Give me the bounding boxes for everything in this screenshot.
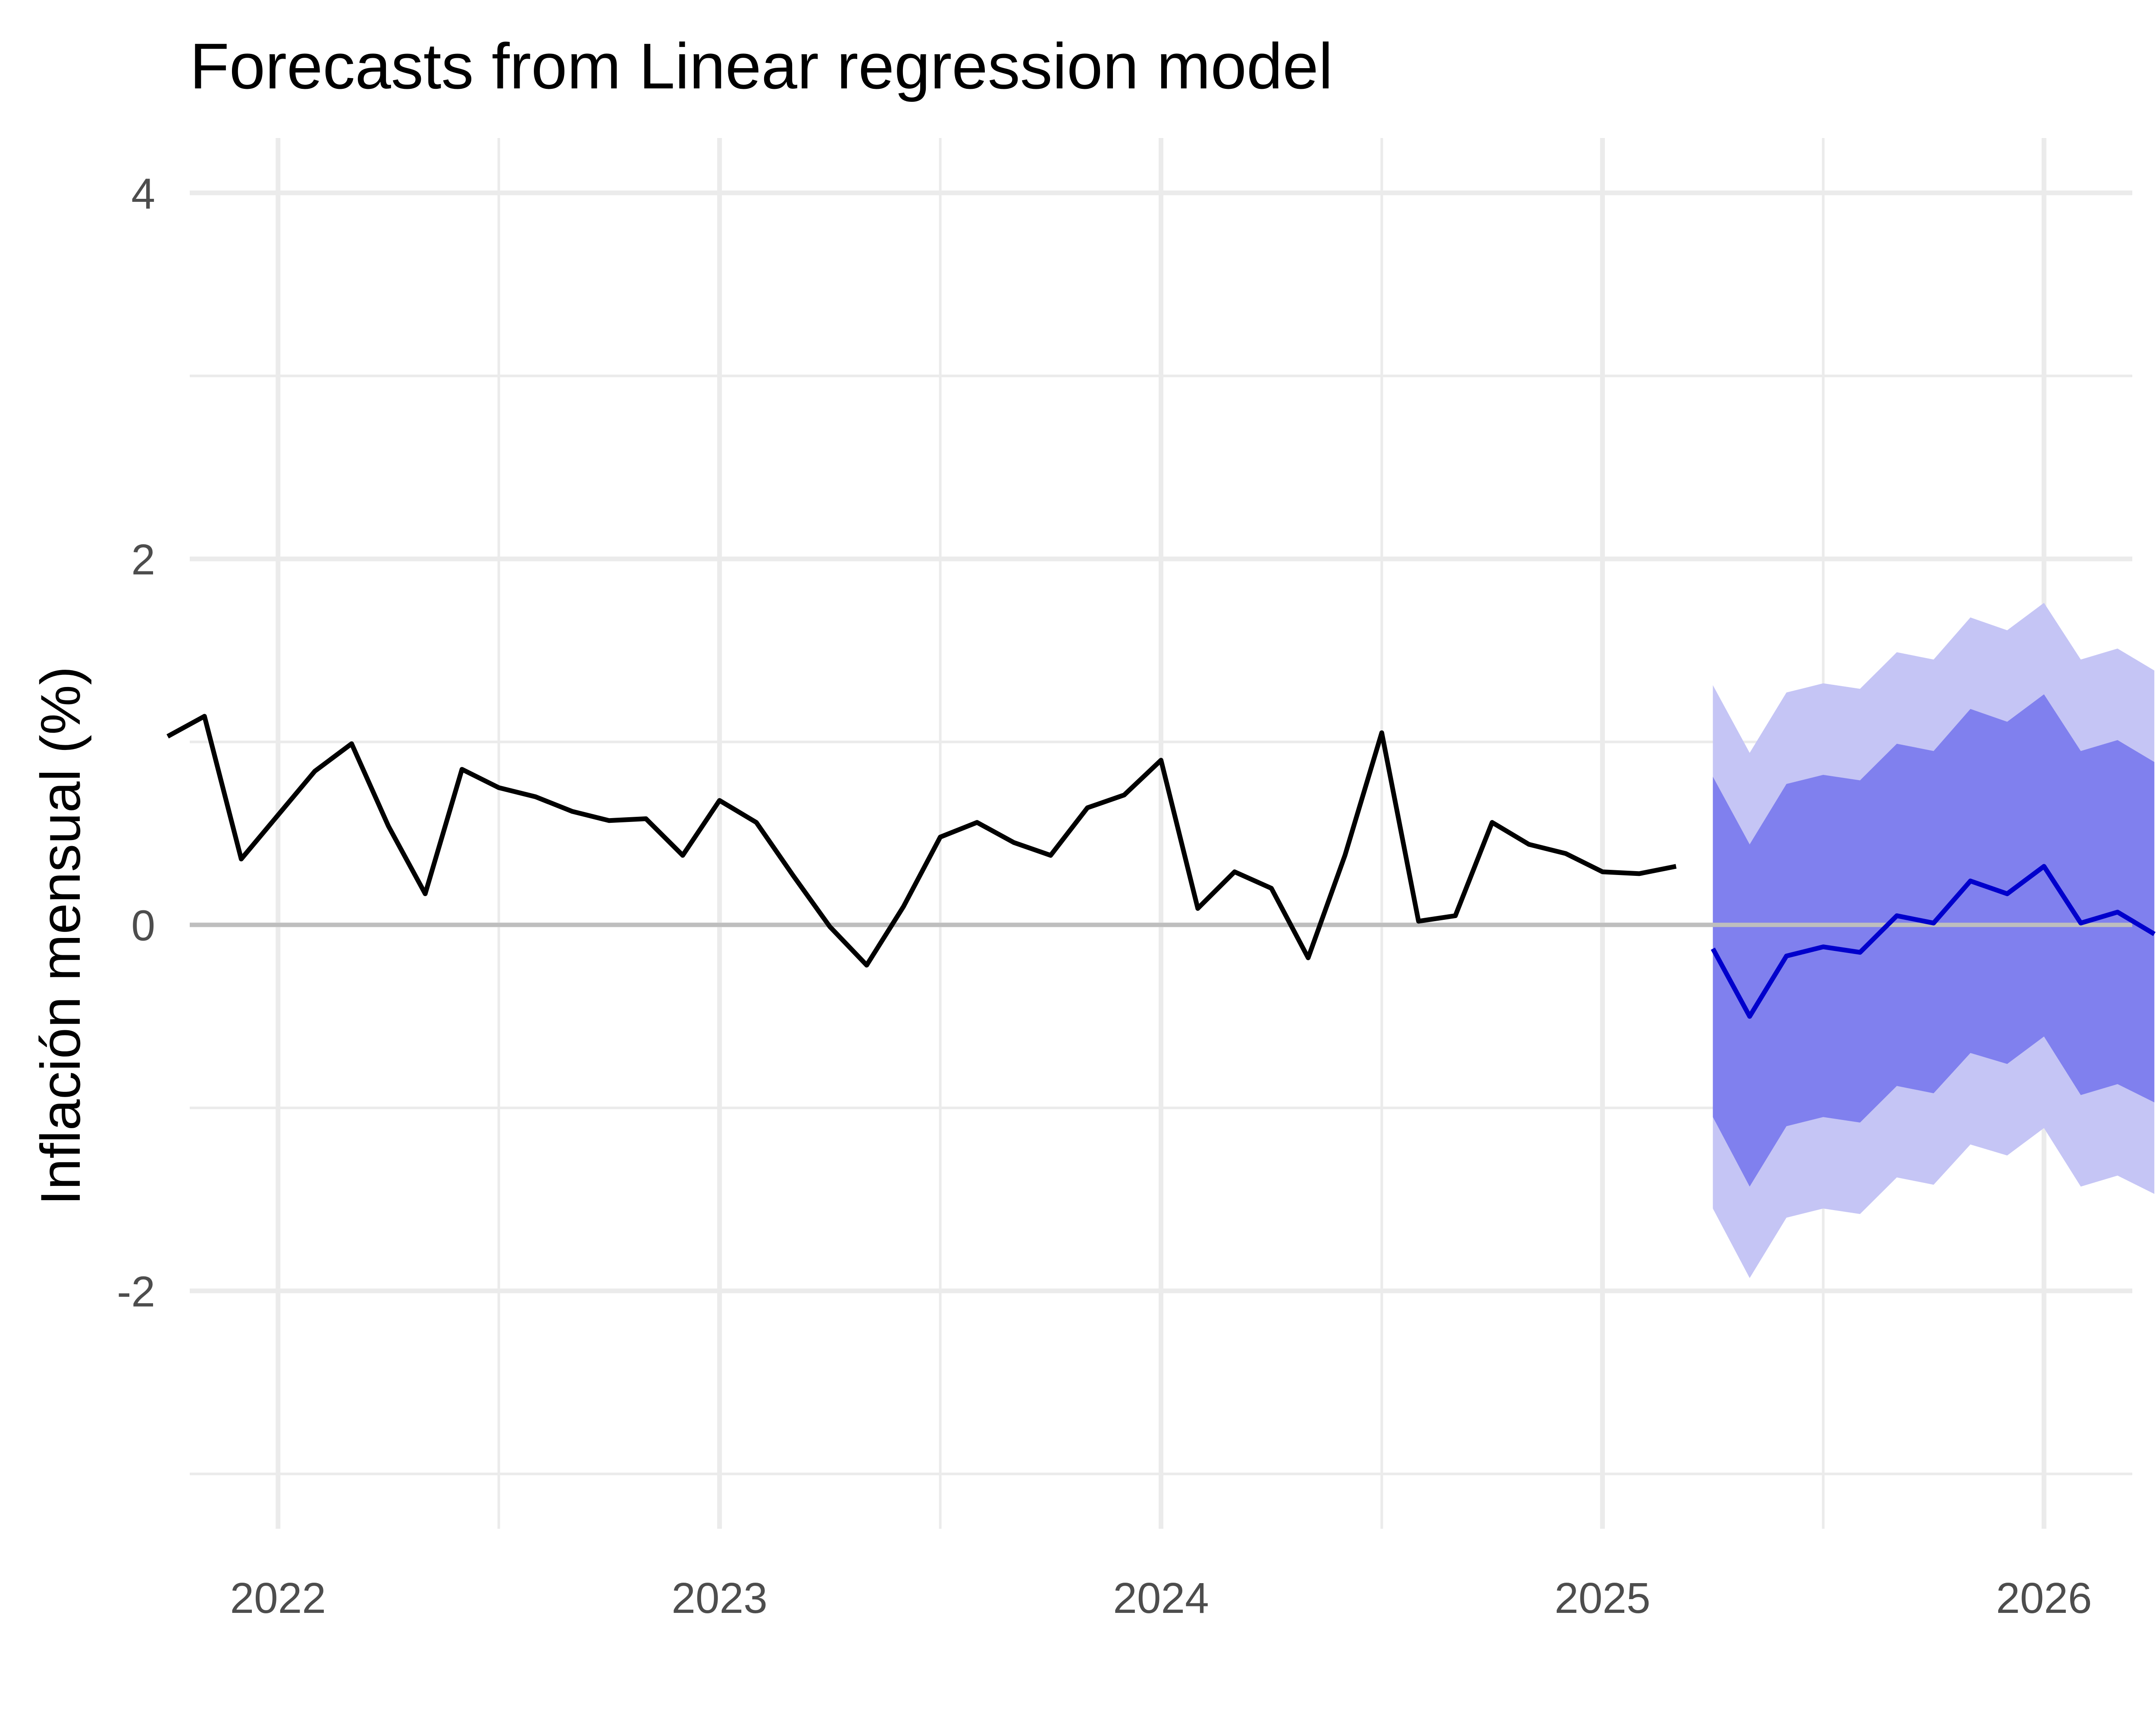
band-80 — [1713, 694, 2155, 1187]
chart-title: Forecasts from Linear regression model — [190, 30, 1333, 102]
observed-line — [166, 714, 1677, 968]
x-tick-label: 2025 — [1554, 1574, 1650, 1622]
prediction-intervals — [1713, 602, 2155, 1278]
y-tick-label: -2 — [117, 1267, 155, 1316]
y-tick-label: 0 — [131, 902, 155, 950]
y-axis-ticks: -2 0 2 4 — [117, 169, 155, 1316]
x-tick-label: 2022 — [230, 1574, 326, 1622]
forecast-line — [1711, 864, 2156, 1019]
y-tick-label: 2 — [131, 536, 155, 584]
x-tick-label: 2023 — [671, 1574, 767, 1622]
y-tick-label: 4 — [131, 169, 155, 218]
x-tick-label: 2024 — [1113, 1574, 1209, 1622]
x-tick-label: 2026 — [1996, 1574, 2092, 1622]
x-axis-ticks: 2022 2023 2024 2025 2026 — [230, 1574, 2092, 1622]
y-axis-title: Inflación mensual (%) — [29, 666, 92, 1205]
series-lines — [166, 714, 2156, 1019]
